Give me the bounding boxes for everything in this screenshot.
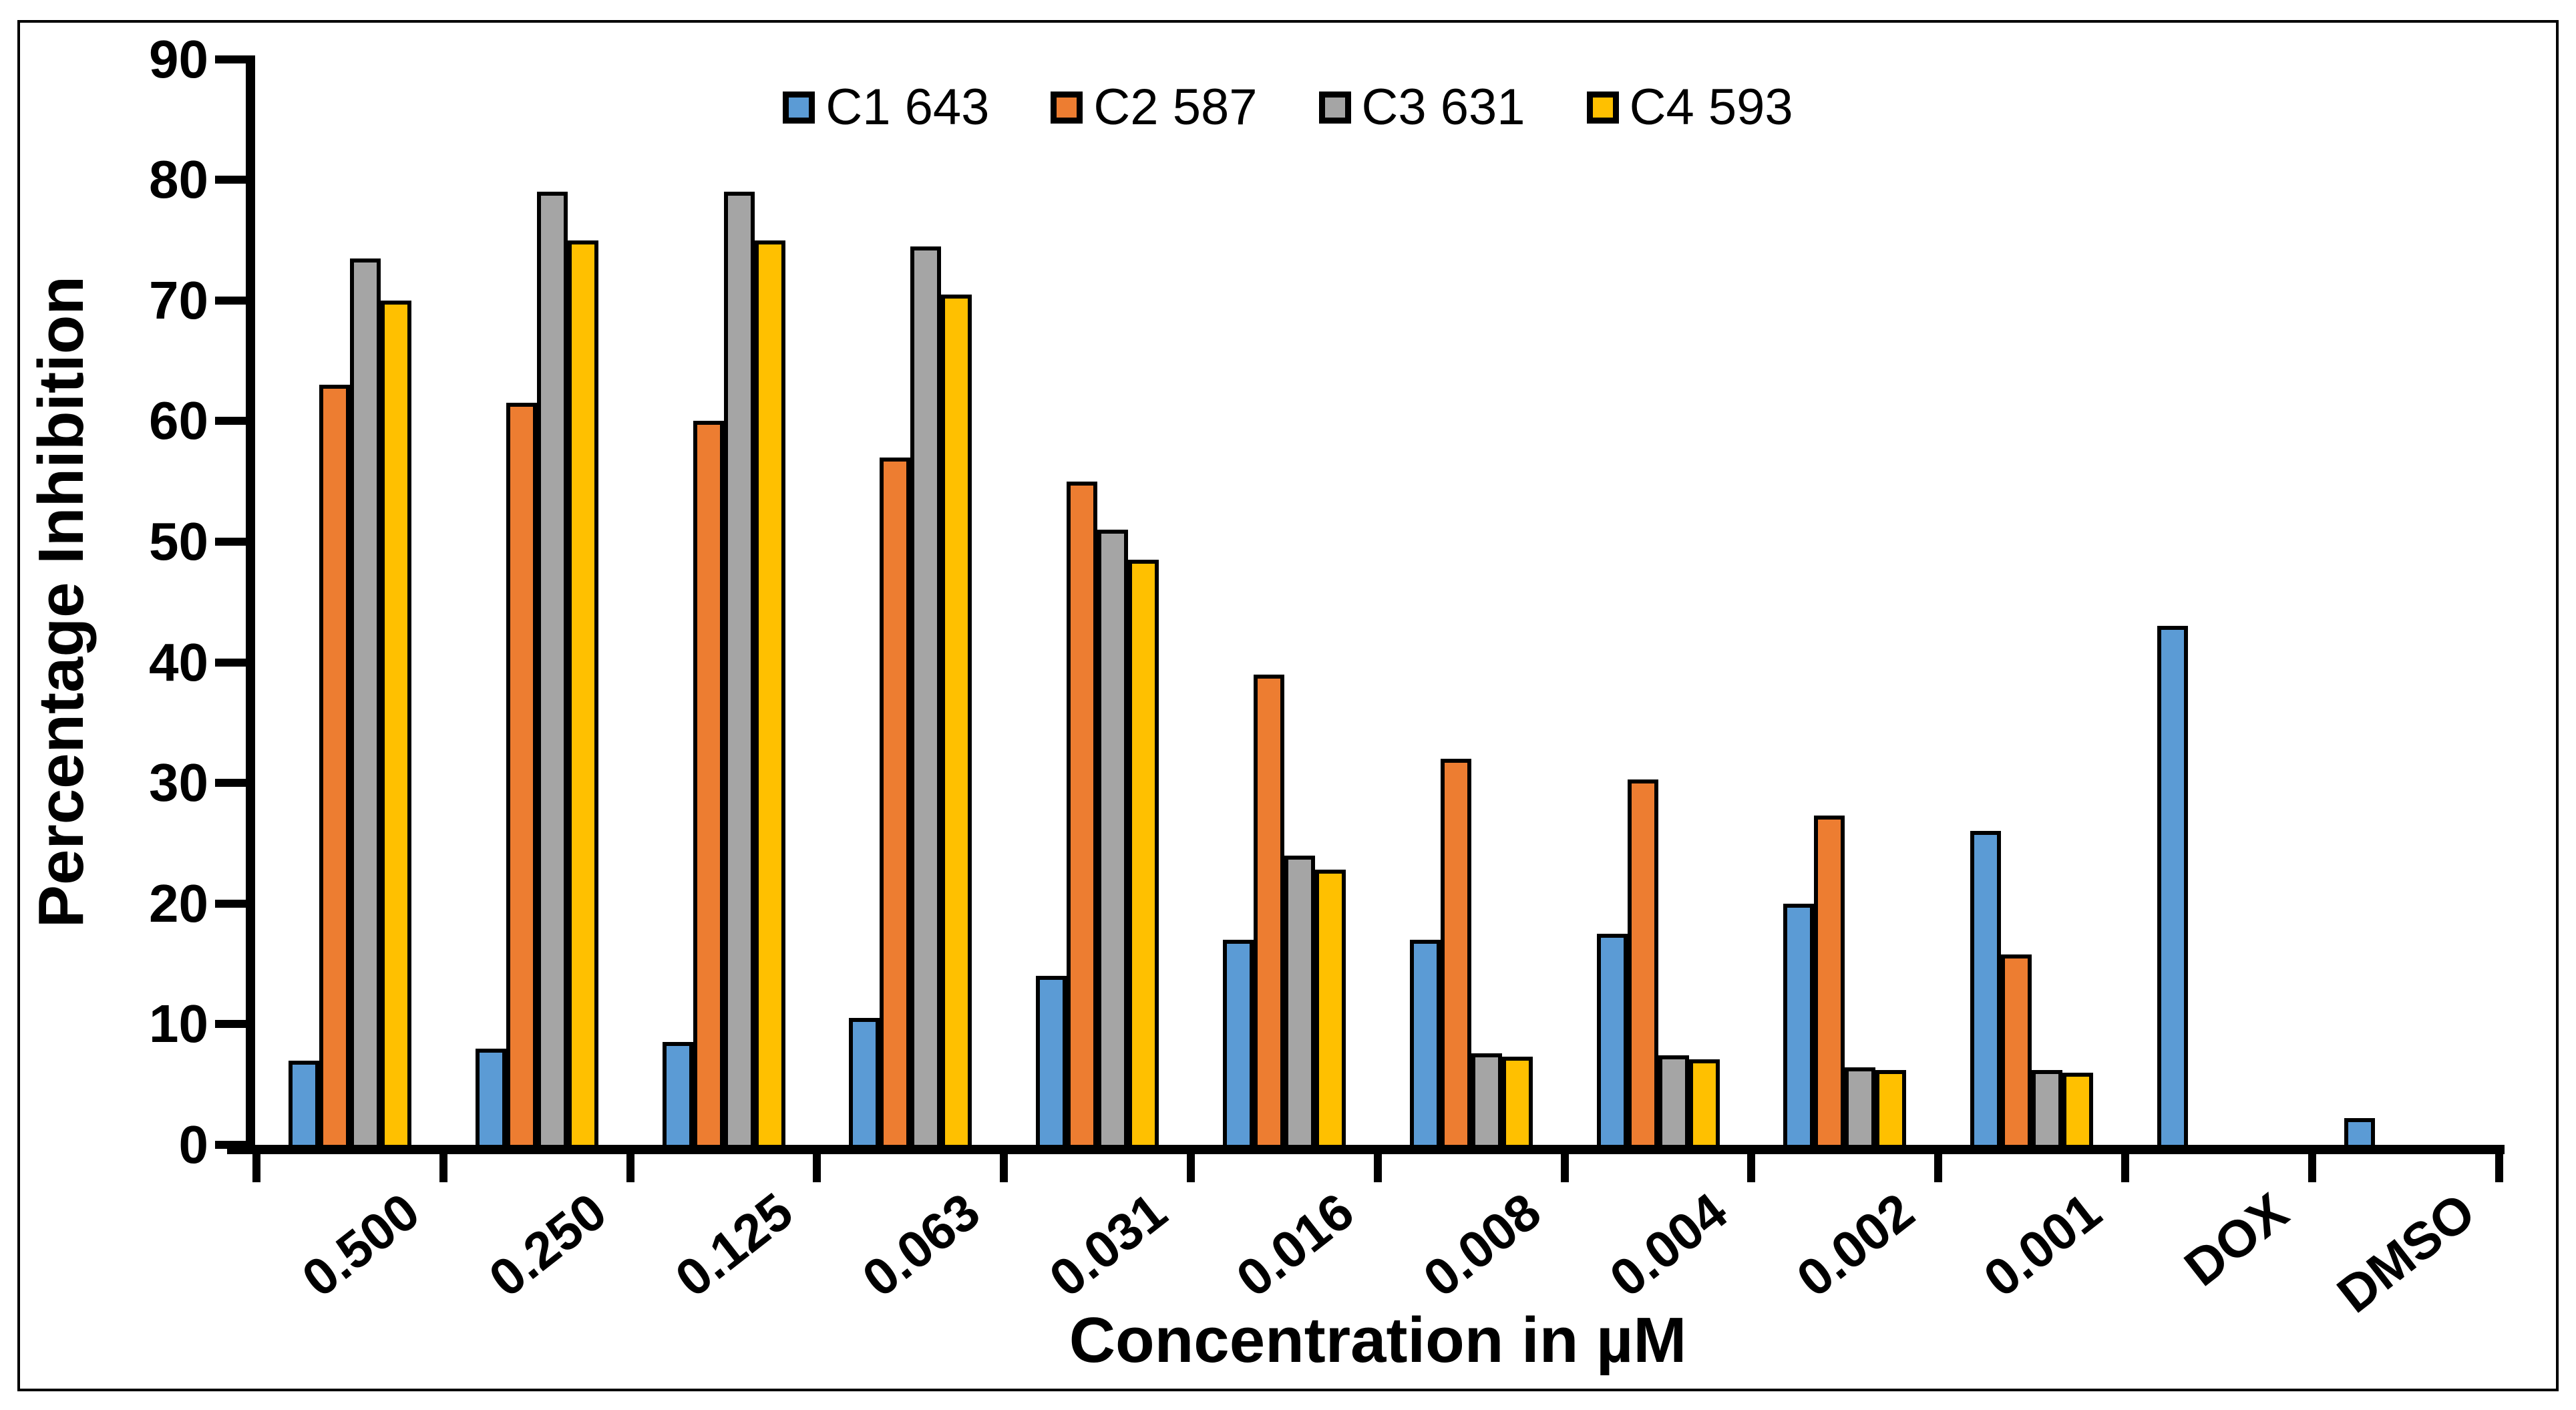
bar-c4-593-0.125 <box>754 240 785 1149</box>
y-axis-tick <box>215 658 246 667</box>
bar-c1-643-0.004 <box>1596 933 1628 1149</box>
bar-c3-631-0.031 <box>1097 529 1129 1149</box>
legend-item-c2-587: C2 587 <box>1051 79 1258 136</box>
y-tick-label-20: 20 <box>149 873 208 933</box>
y-tick-label-30: 30 <box>149 753 208 813</box>
x-axis-tick <box>1373 1154 1382 1182</box>
bar-c1-643-0.250 <box>475 1048 506 1149</box>
bar-c3-631-0.008 <box>1471 1053 1502 1149</box>
legend-label: C3 631 <box>1361 79 1525 136</box>
bar-c2-587-0.008 <box>1440 759 1471 1149</box>
bar-c1-643-0.016 <box>1222 939 1254 1149</box>
x-axis-tick <box>1000 1154 1008 1182</box>
bar-c2-587-0.250 <box>506 403 537 1149</box>
legend-item-c3-631: C3 631 <box>1318 79 1525 136</box>
x-axis-tick <box>1747 1154 1756 1182</box>
bar-c2-587-0.002 <box>1814 815 1845 1149</box>
bar-c3-631-0.250 <box>536 192 568 1149</box>
bar-c4-593-0.016 <box>1314 870 1346 1149</box>
bar-c1-643-0.125 <box>662 1042 693 1149</box>
y-tick-label-60: 60 <box>149 391 208 451</box>
legend-label: C1 643 <box>825 79 990 136</box>
y-tick-label-90: 90 <box>149 29 208 89</box>
bar-c2-587-0.125 <box>693 421 724 1149</box>
x-axis-title: Concentration in µM <box>1069 1304 1687 1376</box>
bar-c4-593-0.001 <box>2062 1072 2094 1149</box>
bar-c1-643-0.001 <box>1970 831 2002 1149</box>
y-tick-label-40: 40 <box>149 632 208 692</box>
bar-c2-587-0.004 <box>1627 779 1658 1149</box>
bar-c2-587-0.016 <box>1253 674 1284 1149</box>
bar-c1-643-0.008 <box>1409 939 1441 1149</box>
y-tick-label-10: 10 <box>149 994 208 1054</box>
y-tick-label-80: 80 <box>149 150 208 210</box>
x-axis-tick <box>252 1154 260 1182</box>
bar-c1-643-0.063 <box>849 1018 880 1149</box>
bar-c4-593-0.063 <box>941 294 972 1149</box>
y-axis-tick <box>215 899 246 908</box>
bar-c1-643-0.002 <box>1783 903 1815 1149</box>
y-axis-tick <box>215 1020 246 1029</box>
bar-c3-631-0.004 <box>1658 1055 1689 1149</box>
legend-item-c4-593: C4 593 <box>1586 79 1793 136</box>
bar-c4-593-0.008 <box>1501 1057 1533 1149</box>
y-axis-tick <box>215 296 246 305</box>
x-axis-tick <box>439 1154 447 1182</box>
y-axis-line <box>246 55 255 1154</box>
x-axis-tick <box>1934 1154 1943 1182</box>
x-axis-tick <box>2495 1154 2503 1182</box>
chart-outer-border <box>17 20 2559 1391</box>
legend-label: C4 593 <box>1629 79 1793 136</box>
y-axis-tick <box>215 55 246 63</box>
y-axis-tick <box>215 417 246 425</box>
bar-c2-587-0.001 <box>2001 954 2032 1149</box>
bar-c4-593-0.004 <box>1688 1059 1720 1149</box>
bar-c4-593-0.500 <box>380 300 411 1149</box>
bar-c3-631-0.500 <box>349 258 381 1149</box>
y-tick-label-70: 70 <box>149 270 208 330</box>
legend-item-c1-643: C1 643 <box>783 79 989 136</box>
y-tick-label-50: 50 <box>149 512 208 571</box>
x-axis-tick <box>2121 1154 2129 1182</box>
bar-c3-631-0.063 <box>910 246 942 1149</box>
x-axis-tick <box>1187 1154 1195 1182</box>
x-axis-line <box>227 1145 2505 1154</box>
x-axis-tick <box>2308 1154 2316 1182</box>
bar-c3-631-0.016 <box>1284 855 1315 1149</box>
y-axis-tick <box>215 176 246 184</box>
x-axis-tick <box>1560 1154 1569 1182</box>
legend-swatch-icon <box>783 92 815 124</box>
bar-c3-631-0.002 <box>1845 1067 1876 1149</box>
bar-c2-587-0.500 <box>319 385 350 1149</box>
bar-c1-643-0.500 <box>288 1060 319 1149</box>
legend-swatch-icon <box>1051 92 1083 124</box>
bar-c1-643-0.031 <box>1036 976 1067 1149</box>
bar-c4-593-0.250 <box>567 240 598 1149</box>
bar-c1-643-dox <box>2157 626 2188 1149</box>
chart-legend: C1 643 C2 587 C3 631 C4 593 <box>0 79 2576 136</box>
x-axis-tick <box>626 1154 634 1182</box>
y-axis-title: Percentage Inhibition <box>25 275 97 928</box>
legend-label: C2 587 <box>1093 79 1258 136</box>
x-axis-tick <box>813 1154 821 1182</box>
y-tick-label-0: 0 <box>178 1115 209 1174</box>
y-axis-tick <box>215 538 246 546</box>
legend-swatch-icon <box>1318 92 1351 124</box>
bar-c4-593-0.002 <box>1875 1070 1907 1149</box>
bar-c3-631-0.001 <box>2032 1070 2063 1149</box>
bar-c4-593-0.031 <box>1128 560 1159 1149</box>
legend-swatch-icon <box>1586 92 1619 124</box>
bar-c2-587-0.063 <box>880 457 911 1149</box>
y-axis-tick <box>215 779 246 787</box>
bar-c2-587-0.031 <box>1067 481 1098 1149</box>
bar-c3-631-0.125 <box>723 192 755 1149</box>
